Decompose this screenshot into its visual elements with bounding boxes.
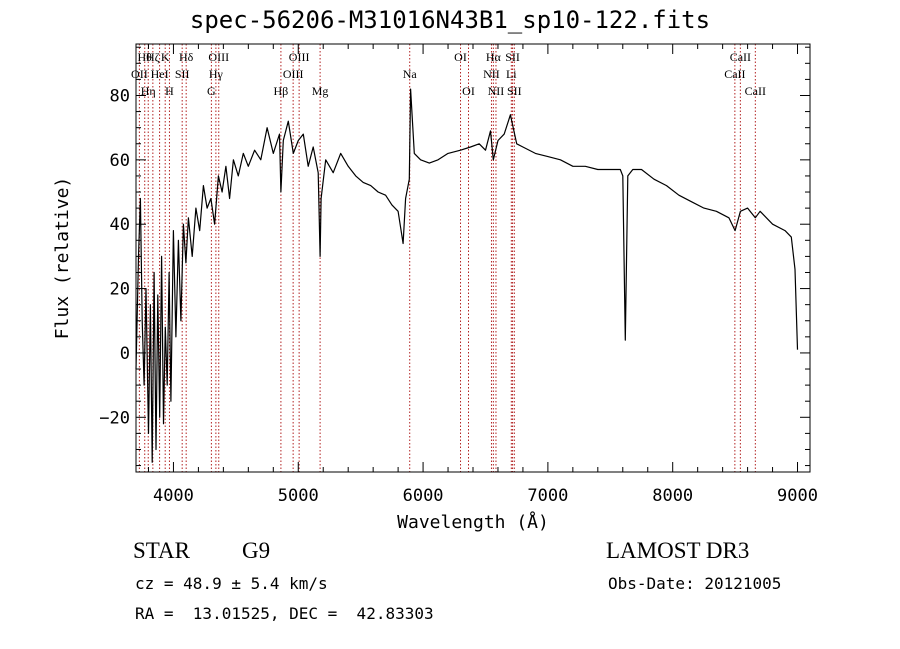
spectral-lines (138, 44, 756, 472)
spectral-line-label: SII (175, 67, 190, 81)
spectral-line-label: Na (403, 67, 418, 81)
plot-frame (135, 43, 811, 473)
x-tick-label: 9000 (777, 486, 818, 506)
spectral-line-label: OI (462, 84, 475, 98)
object-subclass: G9 (242, 538, 271, 563)
object-class: STAR (133, 538, 190, 563)
spectrum-series-line (135, 88, 799, 463)
spectral-line-label: OIII (208, 50, 229, 64)
redshift-cz: cz = 48.9 ± 5.4 km/s (135, 574, 328, 593)
spectral-line-label: Hβ (274, 84, 289, 98)
y-tick-label: 20 (110, 280, 130, 300)
y-tick-label: 60 (110, 151, 130, 171)
spectral-line-labels: OIIHθHηHζHeIKHSIIHδGHγOIIIHβOIIIOIIIMgNa… (131, 50, 766, 98)
spectral-line-label: OI (454, 50, 467, 64)
chart-title: spec-56206-M31016N43B1_sp10-122.fits (189, 6, 711, 34)
spectral-line-label: Li (506, 67, 517, 81)
spectral-line-label: CaII (730, 50, 751, 64)
spectral-line-label: K (161, 50, 170, 64)
spectral-line-label: OIII (289, 50, 310, 64)
y-tick-label: −20 (99, 408, 130, 428)
spectral-line-label: NII (483, 67, 500, 81)
spectral-line-label: SII (507, 84, 522, 98)
x-tick-label: 8000 (652, 486, 693, 506)
spectral-line-label: Hδ (179, 50, 194, 64)
y-axis-label: Flux (relative) (52, 177, 73, 340)
spectral-line-label: NII (488, 84, 505, 98)
x-tick-label: 7000 (527, 486, 568, 506)
spectral-line-label: CaII (745, 84, 766, 98)
axis-tick-labels: 4000 5000 6000 7000 8000 9000 −20 0 20 40 60 80 (99, 86, 818, 506)
observation-date: Obs-Date: 20121005 (608, 574, 782, 593)
spectral-line-label: SII (505, 50, 520, 64)
spectral-line-label: Hη (141, 84, 156, 98)
spectral-line-label: G (207, 84, 216, 98)
spectral-line-label: OII (131, 67, 148, 81)
ra-dec-coordinates: RA = 13.01525, DEC = 42.83303 (135, 604, 434, 623)
axis-ticks (136, 44, 810, 472)
x-axis-label: Wavelength (Å) (397, 511, 549, 533)
spectral-line-label: OIII (283, 67, 304, 81)
spectral-line-label: Hγ (209, 67, 224, 81)
y-tick-label: 80 (110, 86, 130, 106)
y-tick-label: 0 (120, 344, 130, 364)
spectral-line-label: Hζ (146, 50, 160, 64)
spectral-line-label: H (165, 84, 174, 98)
spectral-line-label: CaII (724, 67, 745, 81)
y-tick-label: 40 (110, 215, 130, 235)
spectral-line-label: Hα (486, 50, 502, 64)
x-tick-label: 4000 (153, 486, 194, 506)
x-tick-label: 5000 (278, 486, 319, 506)
survey-name: LAMOST DR3 (606, 538, 750, 563)
spectral-line-label: HeI (151, 67, 169, 81)
x-tick-label: 6000 (403, 486, 444, 506)
spectral-line-label: Hθ (138, 50, 153, 64)
spectral-line-label: Mg (312, 84, 329, 98)
